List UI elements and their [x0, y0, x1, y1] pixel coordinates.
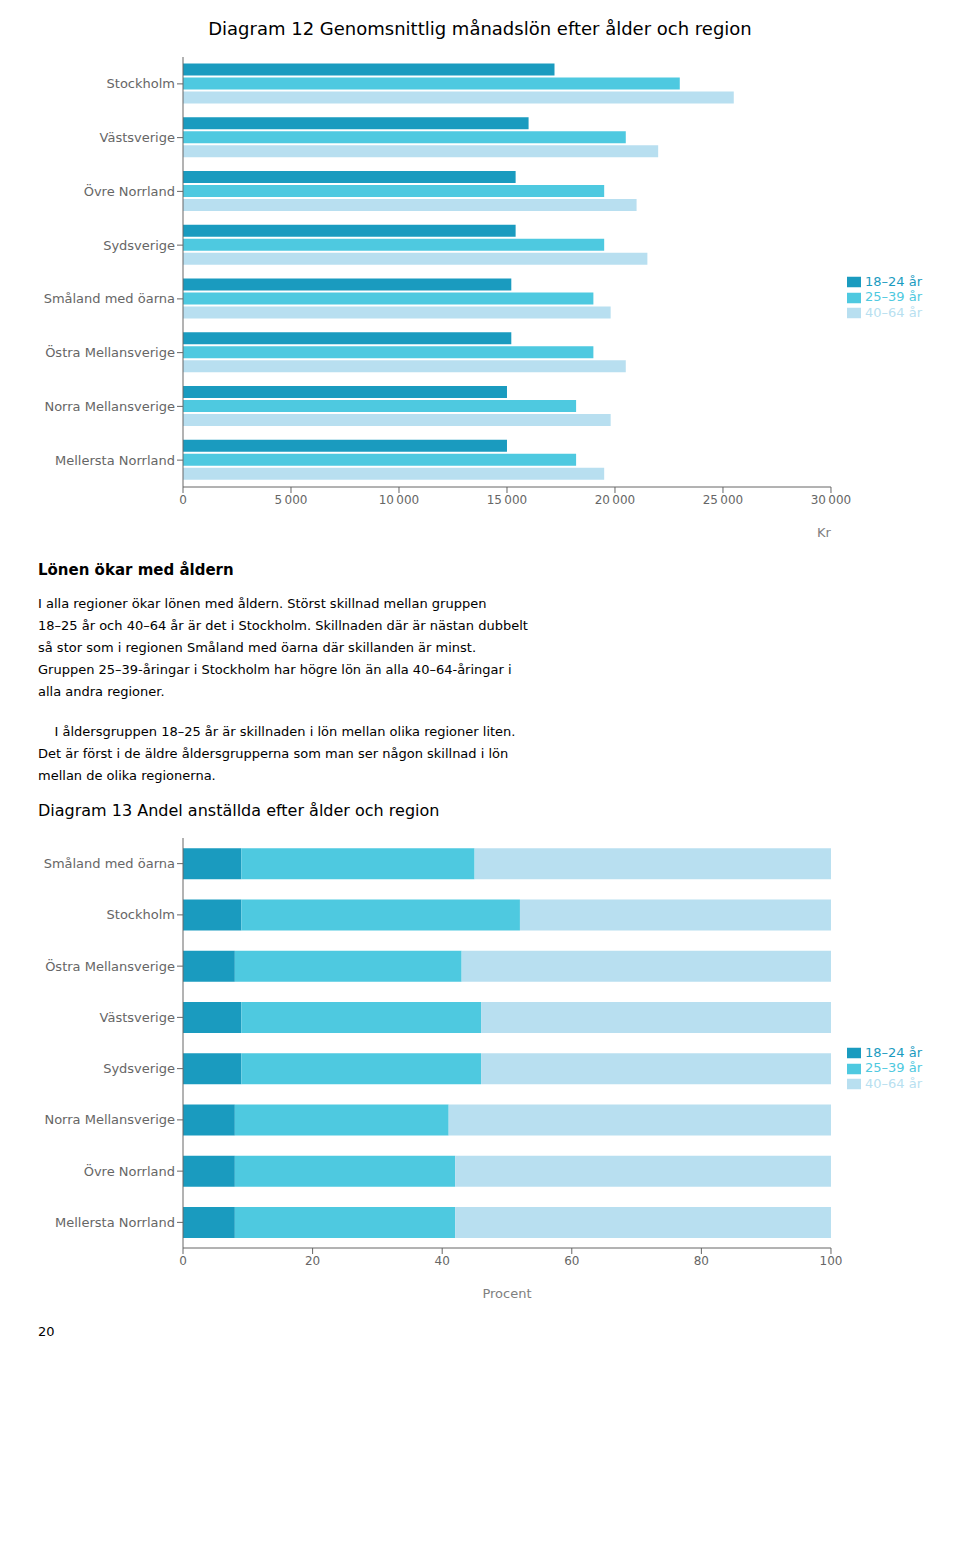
html-text:Diagram 13 Andel anställda eft: Diagram 13 Andel anställda efter ålder o…	[38, 801, 440, 820]
svg-text:20: 20	[305, 1254, 320, 1268]
svg-text:Sydsverige: Sydsverige	[103, 238, 175, 253]
html-text:18–24 år: 18–24 år	[865, 273, 922, 289]
svg-text:15 000: 15 000	[487, 493, 528, 507]
svg-text:Procent: Procent	[482, 1286, 531, 1301]
svg-text:Mellersta Norrland: Mellersta Norrland	[55, 1215, 175, 1230]
svg-text:30 000: 30 000	[811, 493, 852, 507]
html-text:25–39 år: 25–39 år	[865, 289, 922, 305]
html-text:18–25 år och 40–64 år är det i: 18–25 år och 40–64 år är det i Stockholm…	[38, 618, 528, 633]
svg-text:Övre Norrland: Övre Norrland	[84, 1163, 175, 1179]
svg-text:80: 80	[694, 1254, 709, 1268]
html-text:40–64 år: 40–64 år	[865, 1075, 922, 1091]
svg-text:0: 0	[179, 493, 187, 507]
html-text:Gruppen 25–39-åringar i Stockh: Gruppen 25–39-åringar i Stockholm har hö…	[38, 662, 512, 677]
html-text:så stor som i regionen Småland: så stor som i regionen Småland med öarna…	[38, 640, 476, 655]
svg-text:Småland med öarna: Småland med öarna	[44, 856, 175, 871]
svg-text:Mellersta Norrland: Mellersta Norrland	[55, 453, 175, 468]
html-text:25–39 år: 25–39 år	[865, 1060, 922, 1076]
svg-text:Norra Mellansverige: Norra Mellansverige	[44, 399, 175, 414]
svg-text:Norra Mellansverige: Norra Mellansverige	[44, 1112, 175, 1127]
svg-text:5 000: 5 000	[275, 493, 308, 507]
svg-text:Östra Mellansverige: Östra Mellansverige	[45, 958, 175, 974]
svg-text:0: 0	[179, 1254, 187, 1268]
html-text:Lönen ökar med åldern: Lönen ökar med åldern	[38, 561, 234, 579]
html-text:40–64 år: 40–64 år	[865, 304, 922, 320]
html-text:18–24 år: 18–24 år	[865, 1044, 922, 1060]
svg-text:Västsverige: Västsverige	[100, 130, 175, 145]
svg-text:20 000: 20 000	[595, 493, 636, 507]
svg-text:Övre Norrland: Övre Norrland	[84, 183, 175, 199]
svg-text:100: 100	[820, 1254, 843, 1268]
svg-text:Stockholm: Stockholm	[107, 907, 175, 922]
html-text:Det är först i de äldre ålders: Det är först i de äldre åldersgrupperna …	[38, 746, 509, 761]
svg-text:25 000: 25 000	[703, 493, 744, 507]
svg-text:40: 40	[435, 1254, 450, 1268]
svg-text:Östra Mellansverige: Östra Mellansverige	[45, 344, 175, 360]
html-text:mellan de olika regionerna.: mellan de olika regionerna.	[38, 768, 216, 783]
svg-text:Småland med öarna: Småland med öarna	[44, 291, 175, 306]
html-text:I åldersgruppen 18–25 år är sk: I åldersgruppen 18–25 år är skillnaden i…	[38, 724, 516, 739]
html-text:20: 20	[38, 1324, 55, 1339]
svg-text:Västsverige: Västsverige	[100, 1010, 175, 1025]
svg-text:10 000: 10 000	[379, 493, 420, 507]
html-text:Diagram 12 Genomsnittlig månad: Diagram 12 Genomsnittlig månadslön efter…	[208, 18, 752, 39]
svg-text:Kr: Kr	[817, 525, 832, 540]
html-text:alla andra regioner.: alla andra regioner.	[38, 684, 165, 699]
svg-text:Stockholm: Stockholm	[107, 76, 175, 91]
svg-text:Sydsverige: Sydsverige	[103, 1061, 175, 1076]
html-text:I alla regioner ökar lönen med: I alla regioner ökar lönen med åldern. S…	[38, 596, 487, 611]
svg-text:60: 60	[564, 1254, 579, 1268]
